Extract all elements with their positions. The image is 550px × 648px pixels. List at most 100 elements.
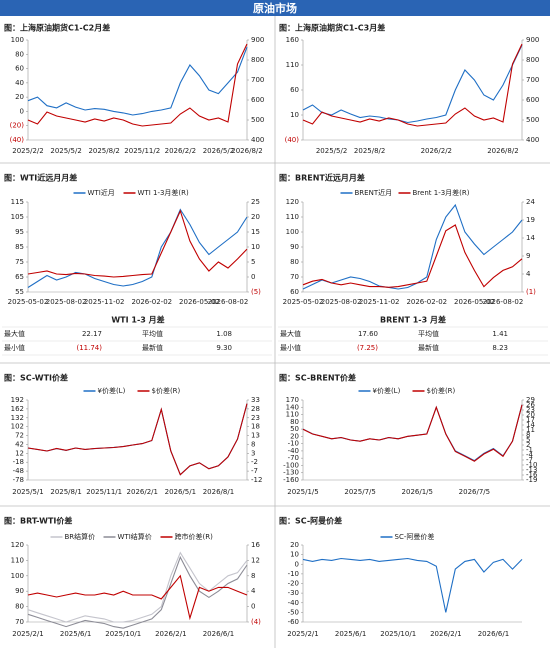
tick-label: 4	[251, 587, 256, 595]
tick-label: 8	[251, 440, 255, 448]
tick-label: 70	[290, 273, 299, 281]
tick-label: 120	[286, 198, 299, 206]
tick-label: -7	[251, 467, 258, 475]
panel-borders	[0, 16, 550, 648]
table-cell: 1.41	[492, 330, 508, 338]
tick-label: -160	[283, 476, 299, 484]
tick-label: 11	[526, 426, 535, 434]
x-tick-label: 2025-05-02	[283, 298, 324, 306]
tick-label: 110	[11, 556, 24, 564]
tick-label: 132	[11, 414, 24, 422]
table-cell: 最大值	[280, 329, 301, 338]
table-cell: (11.74)	[76, 344, 102, 352]
x-tick-label: 2025/5/1	[12, 488, 43, 496]
tick-label: 0	[295, 560, 299, 568]
x-tick-label: 2026/2/2	[421, 147, 452, 155]
tick-label: 900	[251, 36, 264, 44]
tick-label: 110	[286, 411, 299, 419]
chart-title: 图：上海原油期货C1-C3月差	[279, 23, 385, 33]
tick-label: -60	[288, 618, 299, 626]
x-tick-label: 2025/8/2	[88, 147, 119, 155]
tick-label: 0	[251, 603, 255, 611]
table-cell: 17.60	[358, 330, 378, 338]
series-line	[302, 404, 523, 462]
tick-label: (4)	[251, 618, 261, 626]
tick-label: -40	[288, 599, 299, 607]
series-line	[27, 208, 248, 288]
x-tick-label: 2026-02-02	[406, 298, 447, 306]
tick-label: 14	[526, 234, 535, 242]
x-tick-label: 2026/2/2	[165, 147, 196, 155]
chart-title: 图：SC-BRENT价差	[279, 373, 356, 383]
tick-label: 60	[15, 65, 24, 73]
tick-label: 18	[251, 423, 260, 431]
legend-label: Brent 1-3月差(R)	[413, 188, 470, 197]
tick-label: -10	[288, 440, 299, 448]
tick-label: 5	[526, 436, 530, 444]
x-tick-label: 2025/5/2	[316, 147, 347, 155]
series-line	[27, 43, 248, 127]
tick-label: (5)	[251, 288, 261, 296]
legend-label: ¥价差(L)	[98, 386, 126, 395]
tick-label: 800	[251, 56, 264, 64]
x-tick-label: 2026/8/2	[487, 147, 518, 155]
tick-label: 100	[11, 36, 24, 44]
chart-title: 图：SC-阿曼价差	[279, 516, 342, 526]
tick-label: -16	[526, 471, 538, 479]
tick-label: 600	[526, 96, 539, 104]
tick-label: -70	[288, 454, 299, 462]
tick-label: -78	[13, 476, 24, 484]
legend-label: $价差(R)	[152, 386, 181, 395]
table-lines	[2, 326, 548, 356]
legend-label: BRENT近月	[355, 188, 393, 197]
tick-label: -20	[288, 580, 299, 588]
x-tick-label: 2026-05-02	[454, 298, 495, 306]
tick-label: 160	[286, 36, 299, 44]
tick-label: -40	[288, 447, 299, 455]
tick-label: 4	[526, 270, 531, 278]
tick-label: 23	[251, 414, 260, 422]
tick-label: 42	[15, 440, 24, 448]
x-tick-label: 2026/5/2	[203, 147, 234, 155]
tick-label: 28	[251, 405, 260, 413]
tick-label: 100	[286, 228, 299, 236]
tick-label: 90	[15, 587, 24, 595]
tick-label: -1	[526, 446, 533, 454]
x-tick-label: 2026/2/1	[430, 630, 461, 638]
table-cell: 最小值	[280, 343, 301, 352]
tick-label: -18	[13, 458, 24, 466]
tick-label: 600	[251, 96, 264, 104]
tick-label: 700	[526, 76, 539, 84]
series-line	[302, 44, 523, 124]
x-tick-label: 2026/8/2	[231, 147, 262, 155]
tick-label: 20	[526, 411, 535, 419]
x-tick-label: 2025/1/5	[287, 488, 318, 496]
tick-label: 110	[286, 61, 299, 69]
tick-label: 60	[290, 288, 299, 296]
tick-label: -48	[13, 467, 24, 475]
x-tick-label: 2026-08-02	[208, 298, 249, 306]
x-tick-label: 2025-11-02	[359, 298, 400, 306]
x-tick-label: 2025/6/1	[335, 630, 366, 638]
table-cell: 9.30	[216, 344, 232, 352]
series-line	[302, 224, 523, 288]
tick-label: -10	[288, 570, 299, 578]
tick-label: 70	[15, 618, 24, 626]
tick-label: 120	[11, 541, 24, 549]
tick-label: 102	[11, 423, 24, 431]
tick-label: 40	[15, 79, 24, 87]
tick-label: (1)	[526, 288, 536, 296]
tick-label: 5	[251, 258, 255, 266]
tick-label: 60	[290, 86, 299, 94]
tick-label: 12	[251, 556, 260, 564]
tick-label: 17	[526, 416, 535, 424]
tick-label: (40)	[285, 136, 300, 144]
header-title: 原油市场	[253, 1, 297, 15]
tick-label: 105	[11, 213, 24, 221]
x-tick-label: 2026/8/1	[203, 488, 234, 496]
x-tick-label: 2026/1/5	[402, 488, 433, 496]
tick-label: 8	[251, 572, 255, 580]
tick-label: 10	[290, 551, 299, 559]
table-cell: 最小值	[4, 343, 25, 352]
